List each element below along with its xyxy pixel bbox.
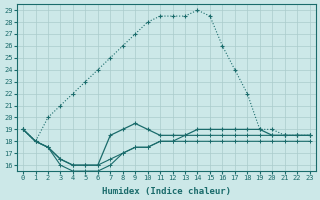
X-axis label: Humidex (Indice chaleur): Humidex (Indice chaleur) (102, 187, 231, 196)
